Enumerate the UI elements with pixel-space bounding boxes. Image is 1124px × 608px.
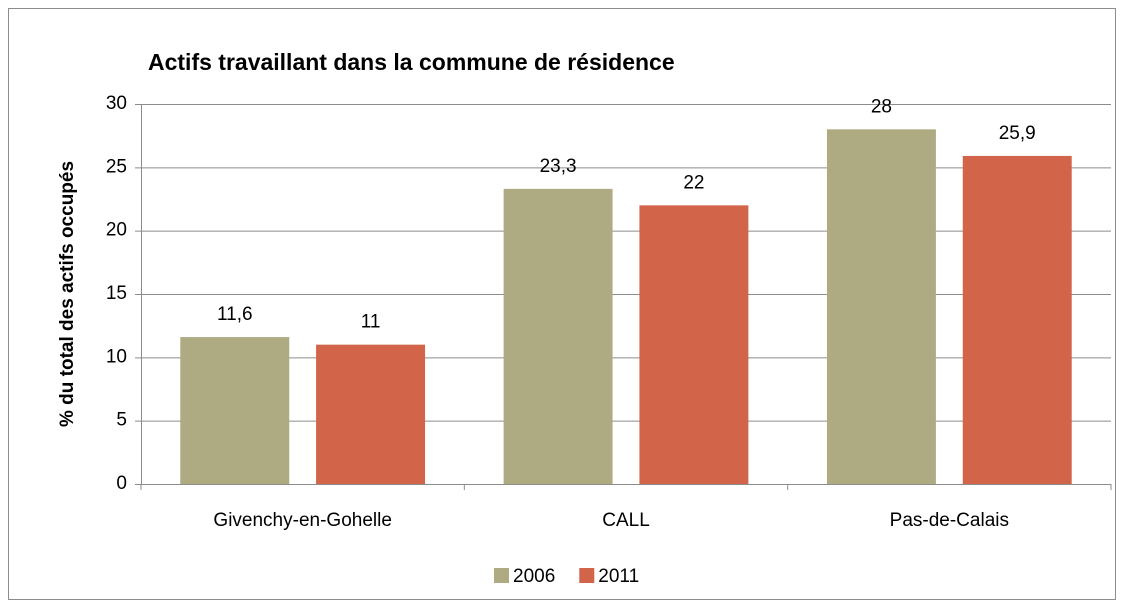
legend-swatch bbox=[579, 568, 595, 583]
bar bbox=[826, 129, 936, 485]
data-label: 23,3 bbox=[540, 156, 577, 177]
y-tick-label: 5 bbox=[116, 410, 127, 431]
data-label: 22 bbox=[683, 172, 704, 193]
data-label: 11,6 bbox=[217, 304, 253, 325]
x-tick-label: CALL bbox=[602, 510, 650, 531]
y-tick-label: 0 bbox=[116, 473, 127, 494]
bar bbox=[180, 337, 290, 484]
data-label: 11 bbox=[361, 312, 381, 333]
y-axis-label: % du total des actifs occupés bbox=[57, 161, 78, 427]
data-label: 28 bbox=[871, 96, 892, 117]
bar bbox=[639, 205, 749, 485]
x-tick-label: Givenchy-en-Gohelle bbox=[213, 510, 391, 531]
y-tick-label: 20 bbox=[106, 220, 127, 241]
bar bbox=[316, 344, 426, 484]
data-label: 25,9 bbox=[999, 123, 1036, 144]
legend-label: 2011 bbox=[598, 566, 639, 587]
x-tick-label: Pas-de-Calais bbox=[890, 510, 1009, 531]
y-tick-label: 30 bbox=[106, 93, 127, 114]
legend-label: 2006 bbox=[513, 566, 555, 587]
y-tick-label: 15 bbox=[106, 283, 127, 304]
bar bbox=[503, 188, 613, 484]
y-tick-label: 25 bbox=[106, 156, 127, 177]
legend-swatch bbox=[494, 568, 509, 583]
y-tick-label: 10 bbox=[106, 346, 127, 367]
bar bbox=[962, 155, 1072, 484]
chart-title: Actifs travaillant dans la commune de ré… bbox=[148, 49, 675, 75]
